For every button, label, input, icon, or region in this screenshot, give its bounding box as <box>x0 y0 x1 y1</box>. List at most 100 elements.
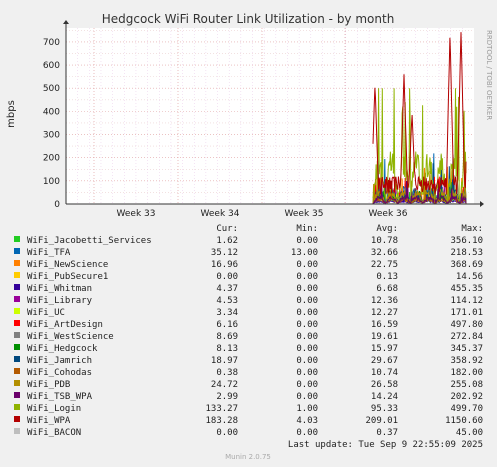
last-update: Last update: Tue Sep 9 22:55:09 2025 <box>288 440 483 450</box>
legend-series-name: WiFi_ArtDesign <box>27 320 103 330</box>
legend-avg-value: 12.36 <box>371 296 398 306</box>
x-tick-label: Week 35 <box>285 209 324 219</box>
legend-max-value: 368.69 <box>450 260 483 270</box>
legend-min-value: 0.00 <box>296 392 318 402</box>
legend-max-value: 356.10 <box>450 236 483 246</box>
x-tick-label: Week 34 <box>201 209 240 219</box>
legend-swatch <box>14 296 20 302</box>
legend-max-value: 358.92 <box>450 356 483 366</box>
y-tick-label: 600 <box>43 61 60 71</box>
legend-series-name: WiFi_WestScience <box>27 332 114 342</box>
legend-min-value: 13.00 <box>291 248 318 258</box>
legend-cur-value: 16.96 <box>211 260 238 270</box>
grid <box>66 28 474 204</box>
legend-cur-value: 0.38 <box>216 368 238 378</box>
legend-cur-value: 24.72 <box>211 380 238 390</box>
legend-cur-value: 1.62 <box>216 236 238 246</box>
legend-avg-value: 26.58 <box>371 380 398 390</box>
legend-cur-value: 35.12 <box>211 248 238 258</box>
legend-cur-value: 8.13 <box>216 344 238 354</box>
legend-swatch <box>14 416 20 422</box>
legend-series-name: WiFi_PubSecure1 <box>27 272 108 282</box>
legend-max-value: 255.08 <box>450 380 483 390</box>
legend-min-value: 0.00 <box>296 308 318 318</box>
legend-series-name: WiFi_Hedgcock <box>27 344 98 354</box>
legend: Cur: Min: Avg: Max: WiFi_Jacobetti_Servi… <box>14 224 483 438</box>
legend-max-value: 202.92 <box>450 392 483 402</box>
legend-series-name: WiFi_UC <box>27 308 65 318</box>
legend-avg-value: 10.74 <box>371 368 398 378</box>
legend-min-value: 0.00 <box>296 344 318 354</box>
rrdtool-watermark: RRDTOOL / TOBI OETIKER <box>485 30 493 120</box>
series-line <box>372 180 467 205</box>
y-axis-arrow <box>63 20 69 24</box>
y-axis-label: mbps <box>6 100 17 128</box>
legend-avg-value: 16.59 <box>371 320 398 330</box>
legend-min-value: 1.00 <box>296 404 318 414</box>
series-line <box>372 88 467 201</box>
legend-min-value: 0.00 <box>296 320 318 330</box>
legend-avg-value: 12.27 <box>371 308 398 318</box>
legend-header-cur: Cur: <box>216 224 238 234</box>
legend-swatch <box>14 404 20 410</box>
legend-cur-value: 4.53 <box>216 296 238 306</box>
legend-avg-value: 29.67 <box>371 356 398 366</box>
series-line <box>372 159 467 205</box>
legend-min-value: 0.00 <box>296 296 318 306</box>
legend-swatch <box>14 332 20 338</box>
y-tick-label: 200 <box>43 154 60 164</box>
legend-cur-value: 6.16 <box>216 320 238 330</box>
legend-cur-value: 3.34 <box>216 308 238 318</box>
legend-header-avg: Avg: <box>376 224 398 234</box>
legend-cur-value: 2.99 <box>216 392 238 402</box>
legend-max-value: 45.00 <box>456 428 483 438</box>
x-tick-label: Week 36 <box>369 209 408 219</box>
legend-avg-value: 19.61 <box>371 332 398 342</box>
legend-swatch <box>14 248 20 254</box>
legend-max-value: 1150.60 <box>445 416 483 426</box>
legend-series-name: WiFi_TSB_WPA <box>27 392 93 402</box>
legend-max-value: 345.37 <box>450 344 483 354</box>
chart-title: Hedgcock WiFi Router Link Utilization - … <box>102 12 395 26</box>
legend-min-value: 0.00 <box>296 356 318 366</box>
legend-swatch <box>14 428 20 434</box>
legend-swatch <box>14 284 20 290</box>
y-tick-label: 700 <box>43 38 60 48</box>
legend-series-name: WiFi_PDB <box>27 380 70 390</box>
legend-series-name: WiFi_Library <box>27 296 93 306</box>
legend-min-value: 0.00 <box>296 272 318 282</box>
x-tick-label: Week 33 <box>117 209 156 219</box>
legend-swatch <box>14 392 20 398</box>
legend-min-value: 0.00 <box>296 260 318 270</box>
legend-max-value: 218.53 <box>450 248 483 258</box>
legend-max-value: 455.35 <box>450 284 483 294</box>
legend-avg-value: 14.24 <box>371 392 398 402</box>
y-tick-label: 400 <box>43 107 60 117</box>
legend-avg-value: 0.37 <box>376 428 398 438</box>
legend-swatch <box>14 260 20 266</box>
legend-swatch <box>14 356 20 362</box>
legend-min-value: 4.03 <box>296 416 318 426</box>
legend-swatch <box>14 344 20 350</box>
legend-cur-value: 8.69 <box>216 332 238 342</box>
y-ticks: 0 100 200 300 400 500 600 700 <box>43 38 60 210</box>
legend-header-min: Min: <box>296 224 318 234</box>
legend-series-name: WiFi_Cohodas <box>27 368 92 378</box>
series-line <box>372 32 467 195</box>
legend-header-max: Max: <box>461 224 483 234</box>
legend-series-name: WiFi_Jamrich <box>27 356 92 366</box>
legend-cur-value: 18.97 <box>211 356 238 366</box>
legend-avg-value: 32.66 <box>371 248 398 258</box>
legend-max-value: 497.80 <box>450 320 483 330</box>
legend-series-name: WiFi_TFA <box>27 248 71 258</box>
y-tick-label: 0 <box>54 200 60 210</box>
legend-cur-value: 133.27 <box>205 404 238 414</box>
legend-avg-value: 0.13 <box>376 272 398 282</box>
munin-version: Munin 2.0.75 <box>225 453 271 461</box>
y-tick-label: 300 <box>43 131 60 141</box>
legend-min-value: 0.00 <box>296 236 318 246</box>
legend-avg-value: 209.01 <box>365 416 398 426</box>
legend-avg-value: 22.75 <box>371 260 398 270</box>
legend-swatch <box>14 380 20 386</box>
legend-max-value: 171.01 <box>450 308 483 318</box>
